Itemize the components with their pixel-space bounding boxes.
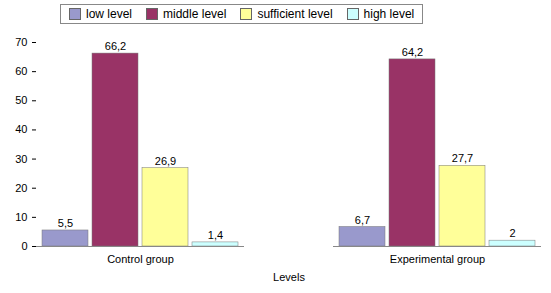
svg-text:0: 0: [21, 240, 27, 252]
svg-text:5,5: 5,5: [58, 217, 73, 229]
svg-text:2: 2: [509, 227, 515, 239]
svg-text:10: 10: [15, 211, 27, 223]
svg-text:30: 30: [15, 153, 27, 165]
svg-text:70: 70: [15, 36, 27, 48]
svg-text:6,7: 6,7: [355, 213, 370, 225]
html-text:high level: high level: [363, 7, 415, 21]
svg-text:60: 60: [15, 65, 27, 77]
svg-text:50: 50: [15, 94, 27, 106]
svg-text:Levels: Levels: [273, 271, 305, 283]
svg-text:Control group: Control group: [107, 253, 174, 265]
html-text:low level: low level: [86, 7, 132, 21]
svg-text:66,2: 66,2: [105, 40, 126, 52]
svg-text:1,4: 1,4: [208, 229, 223, 241]
svg-text:27,7: 27,7: [452, 152, 473, 164]
html-text:sufficient level: sufficient level: [257, 7, 333, 21]
html-text:middle level: middle level: [163, 7, 227, 21]
svg-text:20: 20: [15, 182, 27, 194]
svg-text:26,9: 26,9: [155, 155, 176, 167]
svg-text:64,2: 64,2: [402, 46, 423, 58]
svg-text:Experimental group: Experimental group: [390, 253, 485, 265]
svg-text:40: 40: [15, 123, 27, 135]
